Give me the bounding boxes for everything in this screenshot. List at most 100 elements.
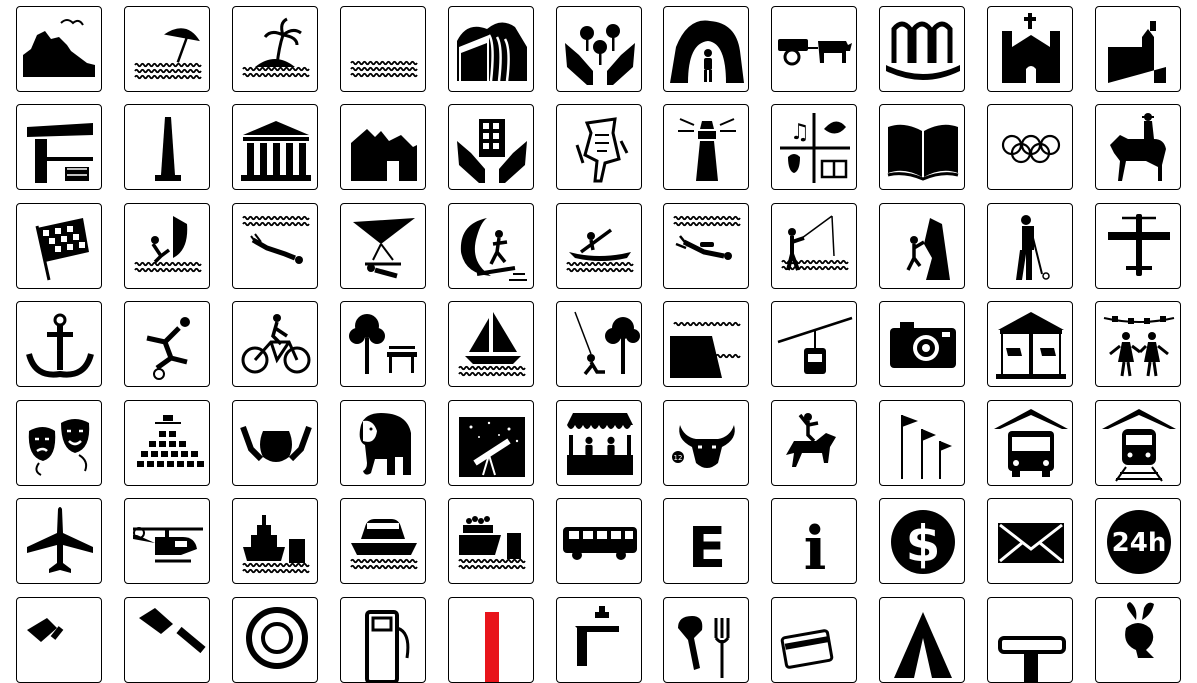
airfield-plane-icon xyxy=(1108,214,1170,276)
bus-icon xyxy=(563,527,637,560)
beach-umbrella-icon xyxy=(134,28,202,80)
pictogram-tile[interactable] xyxy=(232,301,318,387)
pictogram-tile[interactable] xyxy=(771,203,857,289)
pictogram-tile[interactable] xyxy=(1095,203,1181,289)
rabbit-icon xyxy=(1125,602,1154,658)
pictogram-tile[interactable] xyxy=(448,400,534,486)
pictogram-tile[interactable] xyxy=(16,104,102,190)
restaurant-cutlery-icon xyxy=(678,616,730,678)
pictogram-tile[interactable] xyxy=(556,498,642,584)
svg-text:12: 12 xyxy=(674,454,683,462)
pictogram-tile[interactable] xyxy=(663,6,749,92)
pictogram-tile[interactable] xyxy=(1095,301,1181,387)
open-24h-icon: 24h xyxy=(1107,510,1171,574)
climbing-icon xyxy=(906,218,950,280)
meeting-table-icon xyxy=(998,636,1066,682)
pictogram-tile[interactable] xyxy=(340,6,426,92)
pictogram-tile[interactable] xyxy=(124,6,210,92)
pictogram-grid: ♫ xyxy=(16,6,1181,683)
football-icon xyxy=(146,317,190,380)
pictogram-tile[interactable] xyxy=(556,301,642,387)
pictogram-tile[interactable] xyxy=(987,104,1073,190)
bus-station-icon xyxy=(994,409,1068,477)
pictogram-tile[interactable]: $ xyxy=(879,498,965,584)
pictogram-tile[interactable] xyxy=(124,400,210,486)
pictogram-tile[interactable] xyxy=(987,203,1073,289)
pictogram-tile[interactable] xyxy=(663,203,749,289)
pictogram-tile[interactable] xyxy=(448,104,534,190)
pictogram-tile[interactable] xyxy=(879,301,965,387)
pictogram-tile[interactable] xyxy=(232,104,318,190)
pictogram-tile[interactable] xyxy=(16,597,102,683)
pictogram-tile[interactable] xyxy=(879,400,965,486)
fortress-icon xyxy=(1108,21,1166,83)
pictogram-tile[interactable] xyxy=(232,6,318,92)
pictogram-tile[interactable]: i xyxy=(771,498,857,584)
pictogram-tile[interactable] xyxy=(663,597,749,683)
pictogram-tile[interactable] xyxy=(987,301,1073,387)
svg-text:♫: ♫ xyxy=(790,120,810,145)
rock-art-icon xyxy=(575,117,629,183)
pictogram-tile[interactable] xyxy=(771,597,857,683)
pictogram-tile[interactable] xyxy=(340,104,426,190)
pictogram-tile[interactable] xyxy=(556,203,642,289)
carousel-icon xyxy=(996,312,1066,379)
pictogram-tile[interactable] xyxy=(340,498,426,584)
pictogram-tile[interactable] xyxy=(448,597,534,683)
pictogram-tile[interactable] xyxy=(340,203,426,289)
pictogram-tile[interactable] xyxy=(448,498,534,584)
pictogram-tile[interactable] xyxy=(16,498,102,584)
scuba-diving-icon xyxy=(673,215,741,260)
pictogram-tile[interactable] xyxy=(987,498,1073,584)
canoeing-icon xyxy=(566,228,634,273)
pictogram-tile[interactable] xyxy=(987,6,1073,92)
pictogram-tile[interactable] xyxy=(1095,400,1181,486)
pictogram-tile[interactable] xyxy=(16,301,102,387)
pictogram-tile[interactable] xyxy=(771,301,857,387)
pictogram-tile[interactable] xyxy=(124,597,210,683)
pictogram-tile[interactable] xyxy=(124,301,210,387)
pictogram-tile[interactable] xyxy=(879,203,965,289)
pictogram-tile[interactable] xyxy=(556,104,642,190)
letter-e-icon: E xyxy=(688,516,726,581)
horse-riding-icon xyxy=(1110,113,1166,181)
pictogram-tile[interactable] xyxy=(1095,597,1181,683)
pictogram-tile[interactable] xyxy=(232,400,318,486)
pictogram-tile[interactable] xyxy=(232,498,318,584)
pictogram-tile[interactable] xyxy=(232,597,318,683)
tool-service-icon xyxy=(139,608,206,654)
pictogram-tile[interactable] xyxy=(124,104,210,190)
pictogram-tile[interactable] xyxy=(16,203,102,289)
pictogram-tile[interactable] xyxy=(340,400,426,486)
pictogram-tile[interactable] xyxy=(340,301,426,387)
pictogram-tile[interactable] xyxy=(232,203,318,289)
pictogram-tile[interactable] xyxy=(771,400,857,486)
pictogram-tile[interactable] xyxy=(16,400,102,486)
pictogram-tile[interactable] xyxy=(556,6,642,92)
pictogram-tile[interactable] xyxy=(340,597,426,683)
pictogram-tile[interactable] xyxy=(663,301,749,387)
pictogram-tile[interactable] xyxy=(448,301,534,387)
pictogram-tile[interactable]: ♫ xyxy=(771,104,857,190)
pictogram-tile[interactable] xyxy=(1095,6,1181,92)
pictogram-tile[interactable] xyxy=(987,597,1073,683)
cable-car-icon xyxy=(777,316,853,374)
pictogram-tile[interactable] xyxy=(448,6,534,92)
pictogram-tile[interactable]: 12 xyxy=(663,400,749,486)
pictogram-tile[interactable]: 24h xyxy=(1095,498,1181,584)
pictogram-tile[interactable] xyxy=(987,400,1073,486)
pictogram-tile[interactable] xyxy=(16,6,102,92)
pictogram-tile[interactable] xyxy=(448,203,534,289)
cycling-icon xyxy=(241,314,311,374)
pictogram-tile[interactable] xyxy=(124,203,210,289)
pictogram-tile[interactable] xyxy=(556,597,642,683)
pictogram-tile[interactable]: E xyxy=(663,498,749,584)
pictogram-tile[interactable] xyxy=(663,104,749,190)
pictogram-tile[interactable] xyxy=(879,6,965,92)
pictogram-tile[interactable] xyxy=(879,104,965,190)
pictogram-tile[interactable] xyxy=(771,6,857,92)
pictogram-tile[interactable] xyxy=(1095,104,1181,190)
pictogram-tile[interactable] xyxy=(556,400,642,486)
pictogram-tile[interactable] xyxy=(879,597,965,683)
pictogram-tile[interactable] xyxy=(124,498,210,584)
